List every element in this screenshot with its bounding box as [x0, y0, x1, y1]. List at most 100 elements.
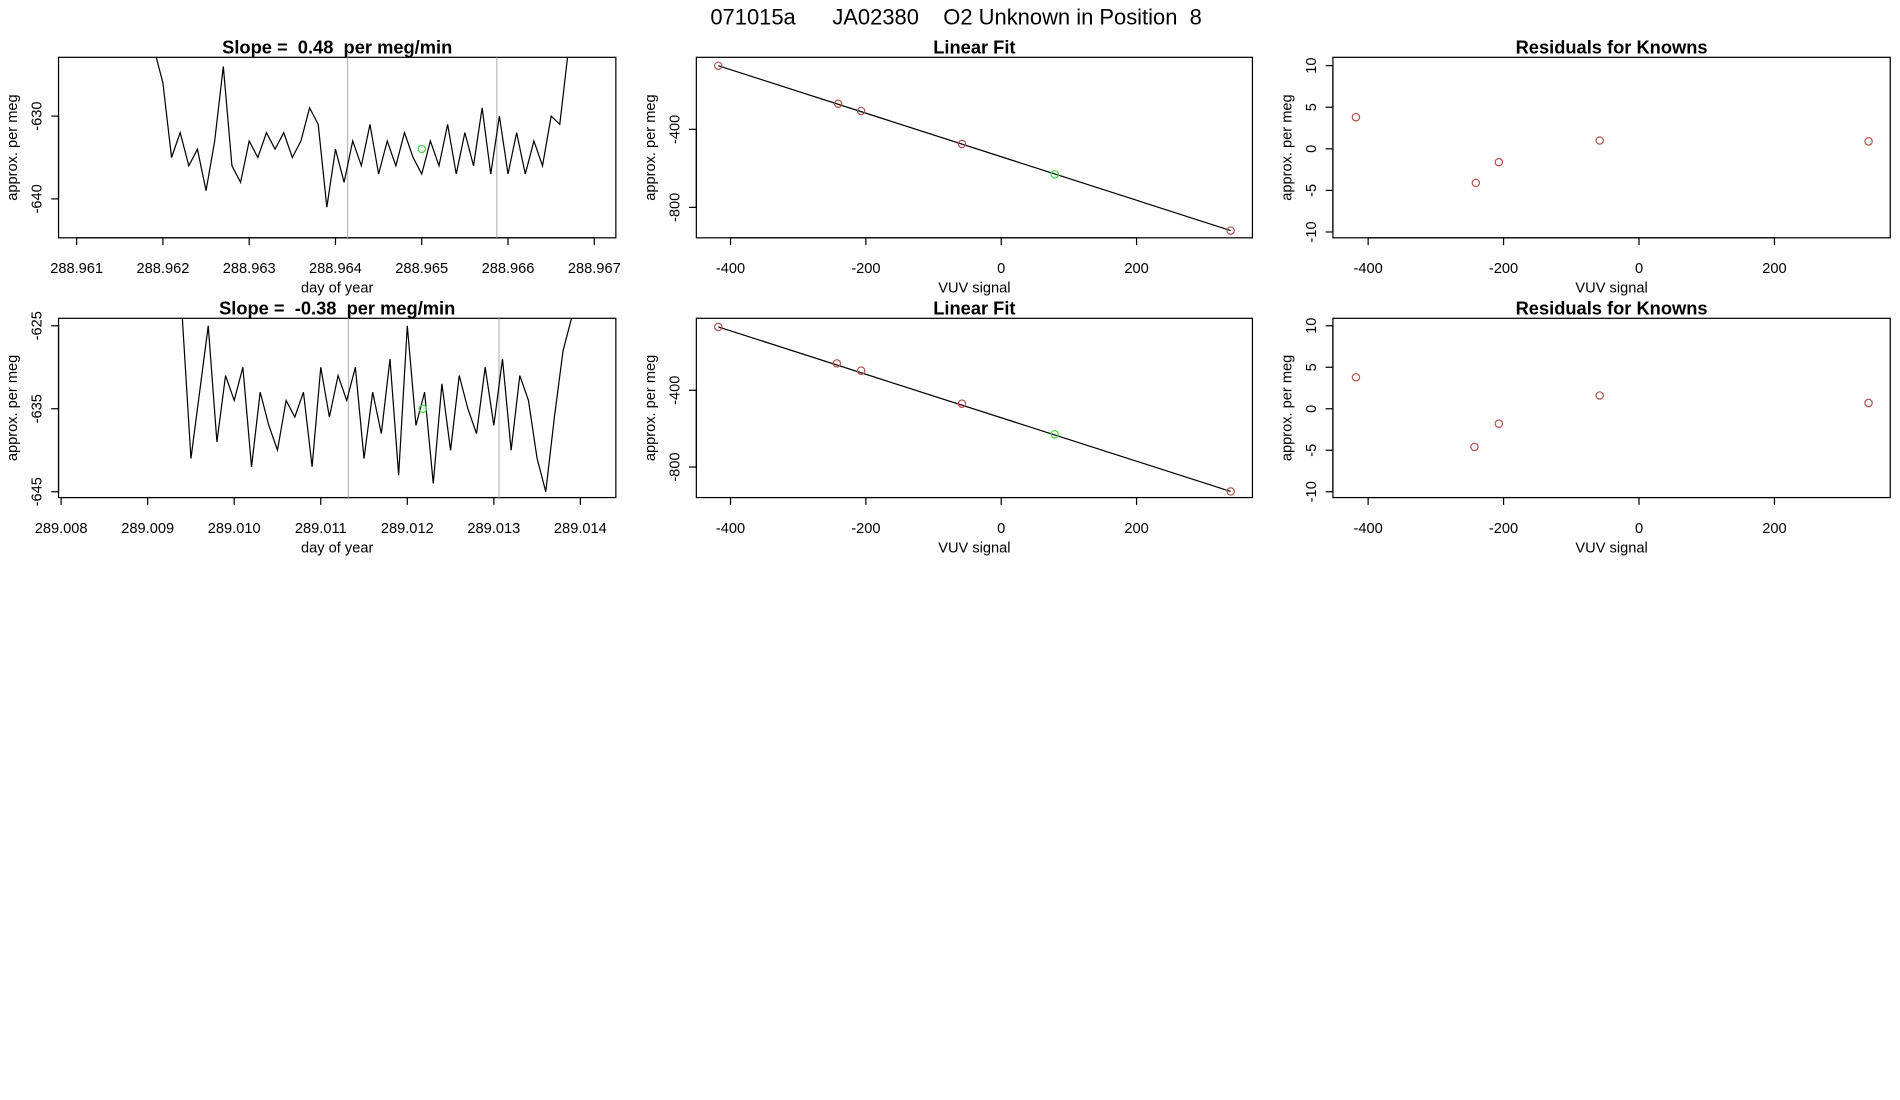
data-point: [1226, 487, 1235, 496]
x-tick-label: 288.967: [568, 261, 621, 277]
x-tick-label: 288.964: [309, 261, 362, 277]
plot-area: [1351, 112, 1873, 188]
x-tick-label: -400: [1353, 521, 1382, 537]
y-tick-label: -10: [1304, 221, 1320, 242]
fit-line: [718, 65, 1231, 232]
data-point: [1494, 157, 1504, 167]
y-axis-label: approx. per meg: [1279, 94, 1295, 201]
y-tick-label: -400: [667, 376, 683, 405]
y-tick-label: -400: [667, 115, 683, 144]
x-axis-label: VUV signal: [938, 540, 1010, 556]
data-point: [1864, 398, 1873, 408]
x-axis-label: VUV signal: [1575, 281, 1647, 297]
x-tick-label: 200: [1124, 261, 1148, 277]
x-tick-label: 289.011: [295, 521, 347, 537]
chart-title: Residuals for Knowns: [1516, 37, 1708, 58]
data-point: [1351, 112, 1361, 122]
data-point: [1351, 372, 1361, 382]
y-tick-label: -10: [1304, 481, 1320, 502]
data-point: [1864, 137, 1873, 146]
x-tick-label: 0: [997, 261, 1005, 277]
x-tick-label: -400: [1353, 261, 1382, 277]
y-tick-label: 10: [1304, 57, 1320, 73]
data-point: [1595, 391, 1605, 400]
data-point: [856, 106, 866, 116]
x-tick-label: -200: [1489, 261, 1518, 277]
plot-area: [1351, 372, 1873, 452]
y-tick-label: -640: [29, 184, 45, 213]
plot: Linear Fit VUV signal approx. per meg -400 -…: [643, 298, 1254, 556]
data-point: [714, 61, 723, 70]
y-tick-label: -635: [29, 394, 45, 423]
chart-title: Slope = -0.38 per meg/min: [219, 298, 455, 319]
unknown-point: [1050, 429, 1059, 439]
plot-area: [714, 61, 1235, 235]
unknown-point: [418, 404, 428, 414]
x-tick-label: 289.013: [467, 521, 520, 537]
y-axis-label: approx. per meg: [5, 94, 21, 201]
fit-line: [718, 326, 1231, 492]
chart-title: Residuals for Knowns: [1516, 298, 1708, 319]
y-tick-label: 5: [1304, 363, 1320, 371]
x-axis-label: day of year: [301, 281, 373, 297]
x-tick-label: 200: [1762, 521, 1786, 537]
plot: Linear Fit VUV signal approx. per meg -400 -…: [643, 37, 1254, 297]
y-tick-label: 0: [1304, 405, 1320, 413]
data-point: [833, 99, 843, 109]
data-point: [1470, 442, 1479, 452]
data-point: [1494, 419, 1504, 428]
data-point: [957, 139, 967, 149]
x-axis-label: day of year: [301, 540, 373, 556]
data-line: [155, 57, 569, 208]
x-tick-label: 288.963: [223, 261, 276, 277]
data-point: [1595, 136, 1605, 145]
x-tick-label: 288.962: [136, 261, 189, 277]
y-tick-label: -645: [29, 477, 45, 506]
plot: Slope = 0.48 per meg/min day of year appro…: [5, 37, 621, 297]
x-tick-label: 200: [1124, 521, 1148, 537]
y-tick-label: -5: [1304, 184, 1320, 197]
x-tick-label: -200: [851, 261, 880, 277]
chart-title: Linear Fit: [933, 37, 1015, 58]
plot: Residuals for Knowns VUV signal approx. pe…: [1279, 298, 1891, 556]
plot: Residuals for Knowns VUV signal approx. pe…: [1279, 37, 1891, 297]
y-tick-label: 0: [1304, 145, 1320, 153]
plot-area: [714, 322, 1235, 496]
x-tick-label: 289.008: [35, 521, 88, 537]
x-tick-label: 0: [1635, 261, 1643, 277]
data-point: [714, 322, 723, 332]
y-tick-label: -630: [29, 101, 45, 130]
x-tick-label: 0: [997, 521, 1005, 537]
plot-area: [155, 57, 569, 238]
x-tick-label: 289.014: [554, 521, 607, 537]
plot-frame: [695, 317, 1254, 499]
y-axis-label: approx. per meg: [5, 355, 21, 462]
chart-title: Slope = 0.48 per meg/min: [222, 37, 452, 58]
x-axis-label: VUV signal: [938, 281, 1010, 297]
x-tick-label: 288.965: [395, 261, 448, 277]
x-tick-label: -200: [851, 521, 880, 537]
data-line: [181, 318, 573, 492]
x-tick-label: 288.966: [482, 261, 535, 277]
data-point: [832, 359, 842, 368]
plot-frame: [57, 317, 617, 499]
x-tick-label: -400: [716, 261, 745, 277]
data-point: [1226, 226, 1235, 235]
x-tick-label: 289.009: [121, 521, 174, 537]
x-tick-label: 200: [1762, 261, 1786, 277]
plot-frame: [1332, 56, 1891, 239]
unknown-point: [417, 144, 427, 154]
x-tick-label: 0: [1635, 521, 1643, 537]
plot: Slope = -0.38 per meg/min day of year appr…: [5, 298, 617, 556]
page-title: 071015a JA02380 O2 Unknown in Position 8: [710, 4, 1201, 29]
y-axis-label: approx. per meg: [643, 94, 659, 201]
plot-area: [181, 318, 573, 498]
x-tick-label: 289.010: [208, 521, 261, 537]
plot-frame: [1332, 317, 1891, 499]
y-tick-label: 10: [1304, 318, 1320, 334]
y-tick-label: -800: [667, 193, 683, 222]
y-tick-label: 5: [1304, 103, 1320, 111]
x-tick-label: 288.961: [50, 261, 103, 277]
